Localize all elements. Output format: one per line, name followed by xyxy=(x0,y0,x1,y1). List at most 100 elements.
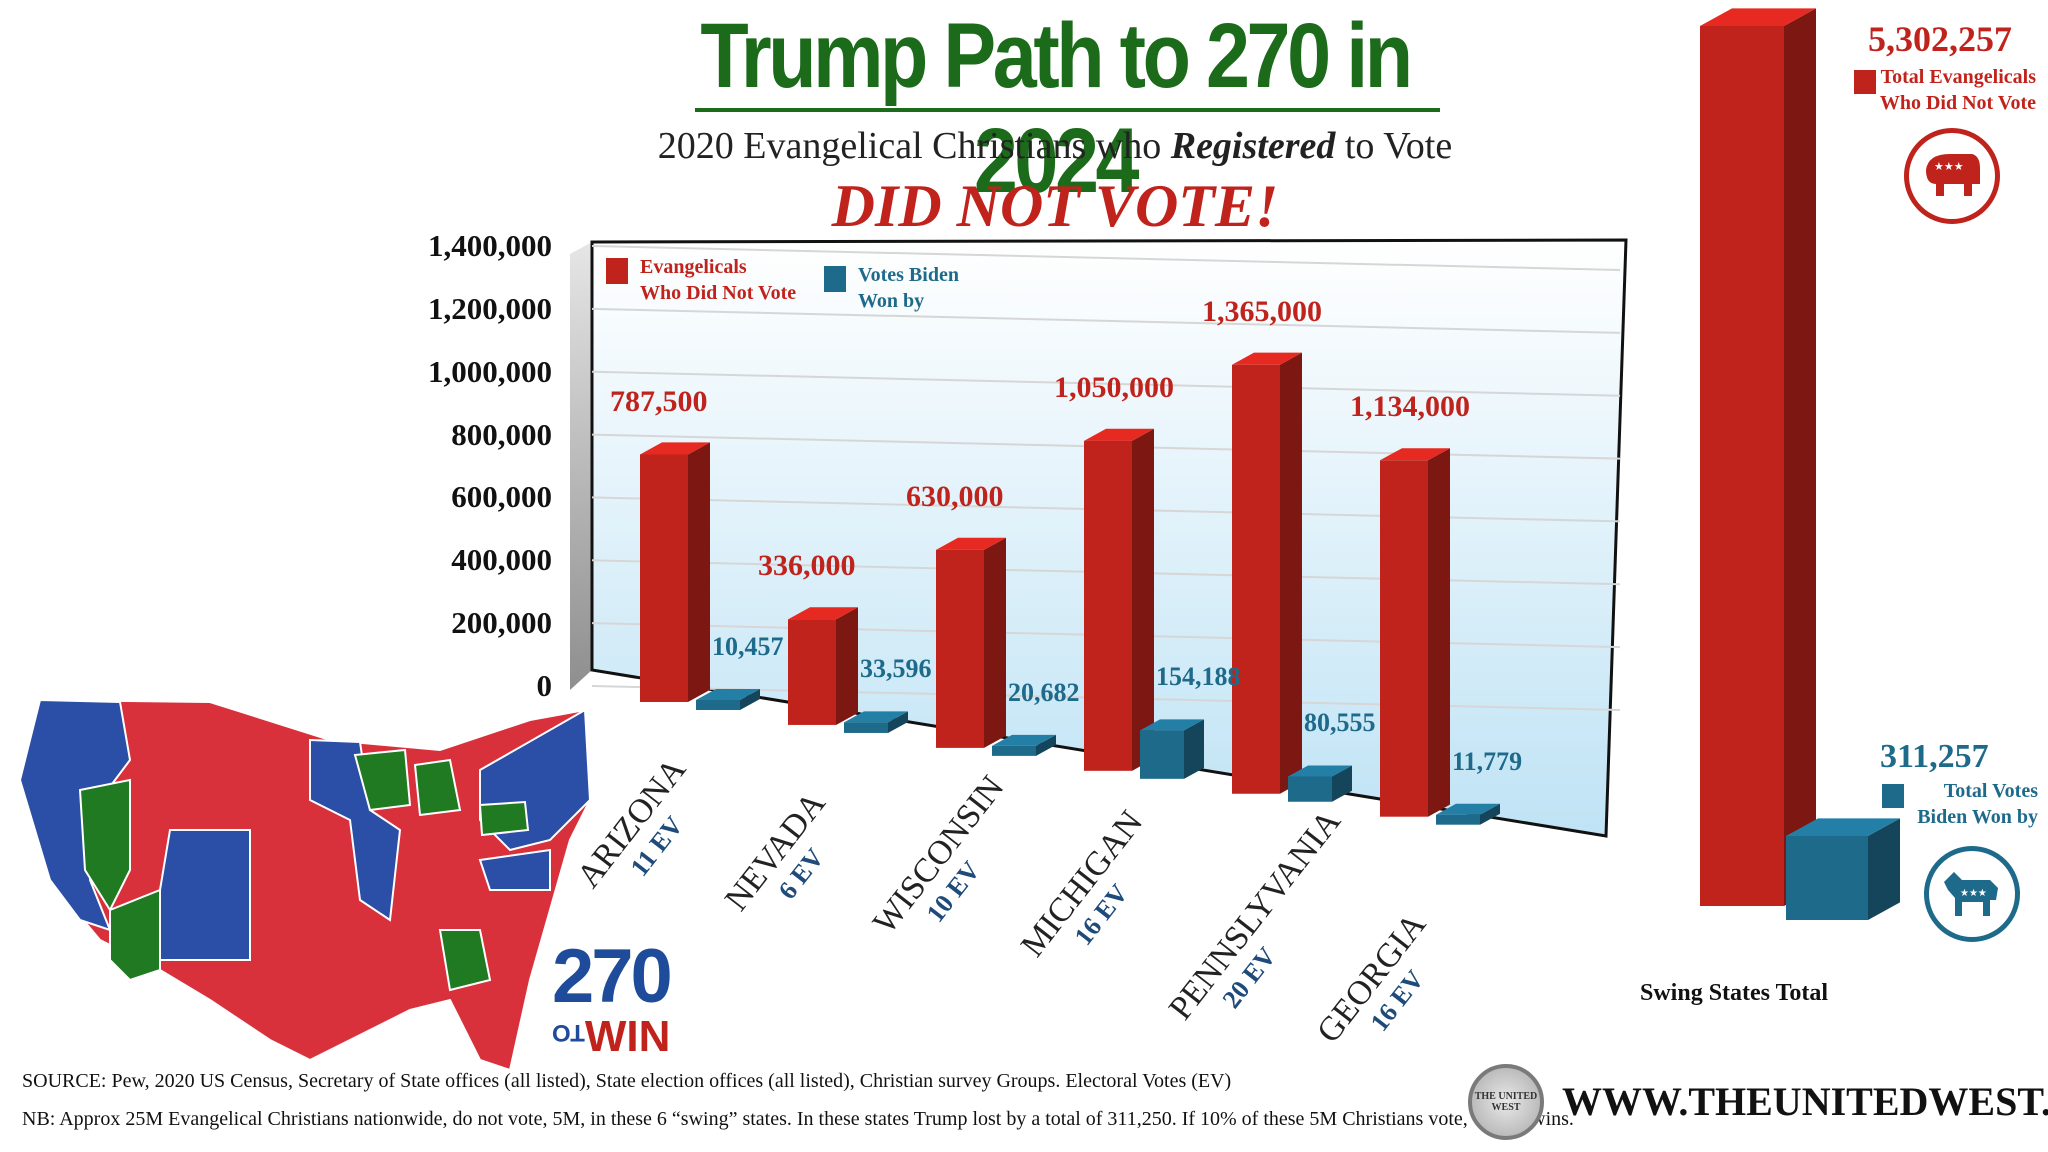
value-label-biden: 80,555 xyxy=(1304,708,1376,738)
bar-evangelicals-side xyxy=(1280,352,1302,794)
bar-evangelicals-top xyxy=(936,537,1006,550)
total-biden-label: Total Votes Biden Won by xyxy=(1882,778,2038,830)
270-to-win-logo: 270 TOWIN xyxy=(552,939,673,1062)
bar-evangelicals xyxy=(788,619,836,725)
total-bar-evangelicals-top xyxy=(1700,8,1816,26)
bar-biden-top xyxy=(1288,765,1352,777)
bar-biden-top xyxy=(1140,719,1204,731)
total-biden-label-1: Total Votes xyxy=(1943,780,2038,802)
value-label-evangelicals: 1,050,000 xyxy=(1054,370,1174,404)
legend-red-line1: Evangelicals xyxy=(640,256,747,278)
bar-biden-side xyxy=(888,711,908,733)
bar-biden-side xyxy=(1332,765,1352,802)
bar-evangelicals-side xyxy=(688,442,710,702)
map-virginia-blue xyxy=(478,848,551,891)
bar-biden xyxy=(1288,776,1332,802)
y-tick-label: 1,200,000 xyxy=(428,290,552,326)
gridline xyxy=(591,370,1621,397)
gridline xyxy=(591,307,1621,334)
bar-evangelicals-top xyxy=(1084,428,1154,441)
republican-elephant-icon: ★★★ xyxy=(1904,128,2000,224)
legend-biden: Votes Biden Won by xyxy=(824,262,959,314)
legend-red-line2: Who Did Not Vote xyxy=(640,282,797,304)
y-tick-label: 1,000,000 xyxy=(428,353,552,389)
bar-biden xyxy=(696,700,740,710)
map-pennsylvania-green xyxy=(478,800,530,837)
us-electoral-map xyxy=(18,698,592,1072)
subtitle-post: to Vote xyxy=(1335,125,1453,167)
total-blue-swatch xyxy=(1882,784,1904,808)
logo-win: WIN xyxy=(584,1012,671,1061)
y-tick-label: 0 xyxy=(536,668,553,703)
bar-evangelicals xyxy=(1232,364,1280,794)
map-georgia-green xyxy=(438,929,492,992)
legend-blue-line2: Won by xyxy=(858,290,925,312)
title-underline xyxy=(695,108,1440,112)
bar-biden-side xyxy=(1480,803,1500,825)
y-tick-label: 600,000 xyxy=(451,479,552,515)
y-tick-label: 1,400,000 xyxy=(428,228,552,263)
bar-evangelicals-top xyxy=(1380,448,1450,461)
legend-swatch-blue xyxy=(824,266,846,292)
value-label-evangelicals: 336,000 xyxy=(758,549,856,583)
value-label-biden: 33,596 xyxy=(860,654,932,684)
value-label-biden: 11,779 xyxy=(1452,746,1523,776)
democrat-donkey-icon: ★★★ xyxy=(1924,846,2020,942)
value-label-evangelicals: 1,134,000 xyxy=(1350,390,1470,424)
bar-evangelicals xyxy=(936,549,984,748)
bars xyxy=(640,352,1500,825)
map-michigan-green xyxy=(413,758,462,817)
value-label-biden: 154,188 xyxy=(1156,662,1241,692)
source-note: SOURCE: Pew, 2020 US Census, Secretary o… xyxy=(22,1070,1232,1092)
did-not-vote-banner: DID NOT VOTE! xyxy=(831,173,1279,239)
bar-biden-side xyxy=(740,689,760,710)
bar-biden xyxy=(844,722,888,733)
svg-text:★★★: ★★★ xyxy=(1960,888,1987,899)
y-tick-label: 800,000 xyxy=(451,416,552,452)
page-title: Trump Path to 270 in 2024 xyxy=(700,5,1413,212)
bar-evangelicals xyxy=(640,454,688,702)
bar-biden-top xyxy=(992,734,1056,746)
total-evangelicals-label-2: Who Did Not Vote xyxy=(1879,92,2036,114)
map-arizona-green xyxy=(109,888,161,982)
bar-biden xyxy=(992,745,1036,756)
chart-left-wall xyxy=(570,242,592,690)
map-west-coast-blue xyxy=(18,698,132,932)
map-colorado-nm-blue xyxy=(159,829,251,961)
logo-to: TO xyxy=(552,1019,585,1046)
subtitle-bold: Registered xyxy=(1170,125,1336,167)
bar-evangelicals-side xyxy=(836,607,858,725)
total-biden-value: 311,257 xyxy=(1880,738,1989,775)
legend-evangelicals: Evangelicals Who Did Not Vote xyxy=(606,254,796,306)
bar-biden-top xyxy=(844,711,908,723)
total-bar-evangelicals xyxy=(1700,26,1784,906)
value-label-biden: 10,457 xyxy=(712,632,784,661)
map-wisconsin-green xyxy=(353,748,412,812)
united-west-seal: THE UNITED WEST xyxy=(1468,1064,1544,1140)
bar-evangelicals-top xyxy=(788,607,858,620)
bar-evangelicals-side xyxy=(1428,448,1450,817)
value-label-evangelicals: 630,000 xyxy=(906,479,1004,513)
gridline xyxy=(591,245,1621,271)
value-label-evangelicals: 1,365,000 xyxy=(1202,294,1322,328)
total-evangelicals-label: Total Evangelicals Who Did Not Vote xyxy=(1854,64,2036,116)
y-tick-label: 200,000 xyxy=(451,605,552,641)
bar-biden xyxy=(1436,814,1480,825)
map-nevada-green xyxy=(78,778,131,913)
total-bar-evangelicals-side xyxy=(1784,8,1816,906)
total-evangelicals-value: 5,302,257 xyxy=(1868,19,2012,59)
legend-swatch-red xyxy=(606,258,628,284)
website-url: WWW.THEUNITEDWEST.ORG xyxy=(1562,1079,2048,1124)
swing-states-total-caption: Swing States Total xyxy=(1640,980,1829,1006)
bar-biden-side xyxy=(1036,734,1056,756)
nb-note: NB: Approx 25M Evangelical Christians na… xyxy=(22,1108,1574,1130)
total-red-swatch xyxy=(1854,70,1876,94)
total-bar-biden-top xyxy=(1786,818,1900,836)
value-label-evangelicals: 787,500 xyxy=(610,384,708,418)
subtitle-pre: 2020 Evangelical Christians who xyxy=(657,125,1171,167)
bar-evangelicals-top xyxy=(640,442,710,455)
bar-evangelicals-side xyxy=(984,537,1006,748)
legend-blue-line1: Votes Biden xyxy=(858,264,959,286)
bar-evangelicals-side xyxy=(1132,428,1154,771)
